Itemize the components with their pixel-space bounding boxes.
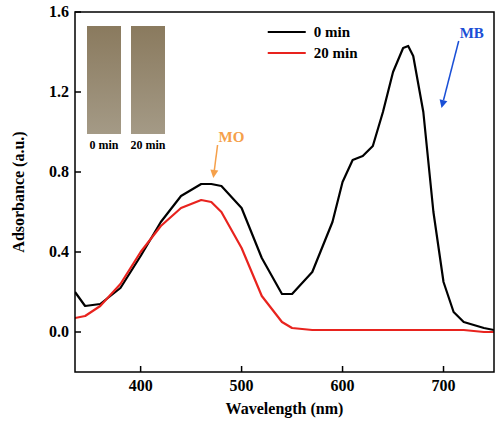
y-tick-label: 1.2	[49, 83, 69, 100]
series-group	[75, 46, 494, 332]
y-tick	[75, 171, 81, 173]
annotation-arrow	[214, 145, 217, 170]
y-tick	[75, 331, 81, 333]
y-tick	[75, 91, 81, 93]
y-tick-label: 1.6	[49, 3, 69, 20]
annotation-arrowhead	[210, 170, 218, 178]
chart: 0 min 20 min 400 500 600 700 0.0 0.4 0.8 1.2 1.6 Wa…	[0, 0, 501, 430]
annotation: MO	[219, 129, 245, 145]
x-tick-label: 400	[129, 377, 153, 394]
annotation-arrowhead	[440, 99, 448, 108]
y-tick-label: 0.0	[49, 323, 69, 340]
y-tick	[75, 251, 81, 253]
inset-label: 20 min	[130, 138, 165, 152]
inset-photo	[131, 26, 165, 134]
y-axis-title: Adsorbance (a.u.)	[10, 131, 28, 252]
plot-frame	[75, 12, 494, 372]
legend-label: 20 min	[314, 45, 358, 61]
x-axis-title: Wavelength (nm)	[226, 400, 344, 418]
x-tick-label: 600	[331, 377, 355, 394]
y-tick	[75, 11, 81, 13]
x-tick-label: 700	[432, 377, 456, 394]
y-tick-label: 0.4	[49, 243, 69, 260]
x-tick	[140, 366, 142, 372]
inset-photo	[87, 26, 121, 134]
legend-label: 0 min	[314, 24, 351, 40]
legend-swatch	[268, 31, 306, 33]
series-line	[75, 200, 494, 332]
x-tick	[443, 366, 445, 372]
inset-label: 0 min	[89, 138, 118, 152]
series-line	[75, 46, 494, 330]
x-tick-label: 500	[230, 377, 254, 394]
legend-swatch	[268, 52, 306, 54]
x-tick	[241, 366, 243, 372]
annotation: MB	[460, 25, 484, 41]
y-tick-label: 0.8	[49, 163, 69, 180]
annotation-arrow	[443, 41, 458, 100]
x-tick	[342, 366, 344, 372]
